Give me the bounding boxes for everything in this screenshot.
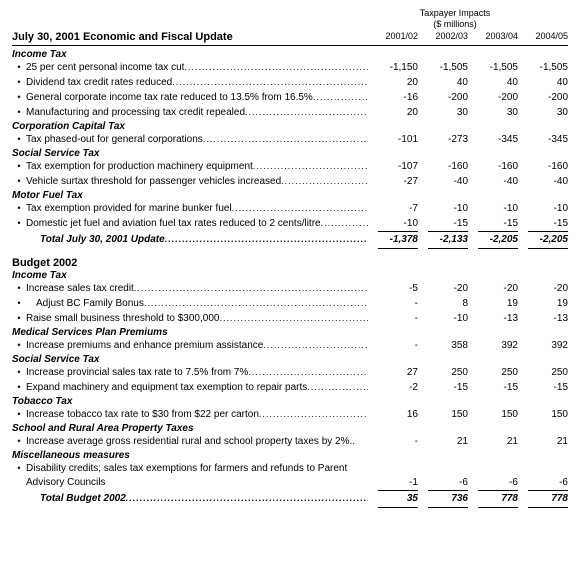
group-social-service-tax: Social Service Tax (12, 148, 568, 159)
total-row: Total July 30, 2001 Update-1,378-2,133-2… (12, 231, 568, 249)
year-col: 2003/04 (468, 31, 518, 43)
table-row: •Vehicle surtax threshold for passenger … (12, 174, 568, 189)
table-row: •Domestic jet fuel and aviation fuel tax… (12, 216, 568, 231)
year-col: 2002/03 (418, 31, 468, 43)
table-row: •Dividend tax credit rates reduced 20404… (12, 75, 568, 90)
year-col: 2001/02 (368, 31, 418, 43)
year-col: 2004/05 (518, 31, 568, 43)
table-row: •Increase provincial sales tax rate to 7… (12, 365, 568, 380)
table-row: •Tax exemption for production machinery … (12, 159, 568, 174)
impacts-header: Taxpayer Impacts (342, 8, 568, 18)
table-row: •Increase sales tax credit-5-20-20-20 (12, 281, 568, 296)
table-row: •25 per cent personal income tax cut-1,1… (12, 60, 568, 75)
group-school-rural-tax: School and Rural Area Property Taxes (12, 423, 568, 434)
group-tobacco-tax: Tobacco Tax (12, 396, 568, 407)
table-row: •Increase average gross residential rura… (12, 434, 568, 449)
table-row: •Tax phased-out for general corporations… (12, 132, 568, 147)
total-row: Total Budget 200235736778778 (12, 490, 568, 508)
table-row: •General corporate income tax rate reduc… (12, 90, 568, 105)
table-row: •Expand machinery and equipment tax exem… (12, 380, 568, 395)
budget-2002-title: Budget 2002 (12, 257, 568, 269)
group-msp: Medical Services Plan Premiums (12, 327, 568, 338)
page-title: July 30, 2001 Economic and Fiscal Update (12, 31, 368, 43)
group-corp-capital-tax: Corporation Capital Tax (12, 121, 568, 132)
table-row: •Tax exemption provided for marine bunke… (12, 201, 568, 216)
group-social-service-tax-2: Social Service Tax (12, 354, 568, 365)
table-row: •Raise small business threshold to $300,… (12, 311, 568, 326)
table-row: •Increase tobacco tax rate to $30 from $… (12, 407, 568, 422)
units-header: ($ millions) (342, 19, 568, 29)
group-income-tax: Income Tax (12, 49, 568, 60)
column-header-row: July 30, 2001 Economic and Fiscal Update… (12, 31, 568, 46)
table-row: •Disability credits; sales tax exemption… (12, 461, 568, 490)
group-misc: Miscellaneous measures (12, 450, 568, 461)
table-row: •Manufacturing and processing tax credit… (12, 105, 568, 120)
group-income-tax-2: Income Tax (12, 270, 568, 281)
table-row: •Increase premiums and enhance premium a… (12, 338, 568, 353)
table-row: •Adjust BC Family Bonus-81919 (12, 296, 568, 311)
group-motor-fuel-tax: Motor Fuel Tax (12, 190, 568, 201)
